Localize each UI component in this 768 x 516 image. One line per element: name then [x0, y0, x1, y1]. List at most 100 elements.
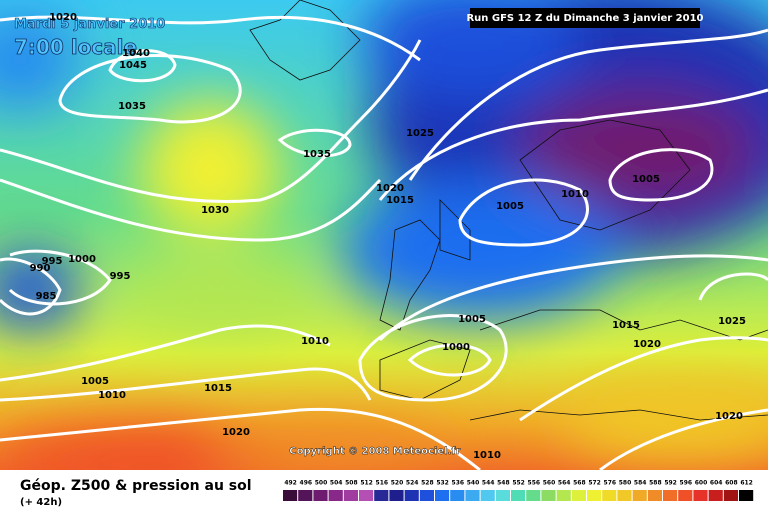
legend-swatch: [723, 490, 738, 501]
field: [0, 0, 768, 470]
legend-label: 504: [330, 480, 343, 487]
legend-label: 552: [512, 480, 525, 487]
isobar-label: 1020: [376, 183, 404, 194]
legend-swatch: [343, 490, 358, 501]
isobar-label: 1035: [303, 149, 331, 160]
legend-label: 576: [604, 480, 617, 487]
isobar-label: 1020: [49, 12, 77, 23]
legend-swatch: [419, 490, 434, 501]
legend-label: 516: [376, 480, 389, 487]
legend-label: 524: [406, 480, 419, 487]
legend-swatch: [511, 490, 526, 501]
legend-swatch: [602, 490, 617, 501]
isobar-labels: 1020104010451035103510251030102010151005…: [30, 12, 746, 461]
legend-swatch: [708, 490, 723, 501]
legend-label: 612: [740, 480, 753, 487]
legend-label: 512: [360, 480, 373, 487]
color-legend: 492 496 500 504 508 512 516 520 524 528 532 536 540 5…: [283, 480, 754, 501]
legend-label: 548: [497, 480, 510, 487]
legend-swatch: [587, 490, 602, 501]
legend-swatch: [663, 490, 678, 501]
legend-label: 492: [284, 480, 297, 487]
legend-swatch: [526, 490, 541, 501]
legend-swatch: [435, 490, 450, 501]
isobar-label: 985: [36, 291, 57, 302]
legend-swatch: [678, 490, 693, 501]
legend-swatch: [571, 490, 586, 501]
legend-label: 556: [528, 480, 541, 487]
forecast-date: Mardi 5 janvier 2010: [14, 17, 165, 32]
legend-label: 496: [300, 480, 313, 487]
run-info: Run GFS 12 Z du Dimanche 3 janvier 2010: [466, 13, 703, 24]
legend-label: 608: [725, 480, 738, 487]
legend-label: 528: [421, 480, 434, 487]
legend-label: 592: [664, 480, 677, 487]
legend-label: 572: [588, 480, 601, 487]
isobar-label: 995: [42, 256, 63, 267]
isobar-label: 1035: [118, 101, 146, 112]
isobar-label: 1010: [561, 189, 589, 200]
legend-swatch: [495, 490, 510, 501]
legend-swatch: [389, 490, 404, 501]
legend-label: 584: [634, 480, 647, 487]
legend-label: 520: [391, 480, 404, 487]
legend-label: 568: [573, 480, 586, 487]
isobar-label: 1005: [81, 376, 109, 387]
legend-label: 596: [680, 480, 693, 487]
legend-swatch: [556, 490, 571, 501]
isobar-label: 1005: [458, 314, 486, 325]
copyright: Copyright © 2008 Meteociel.fr: [289, 446, 460, 457]
isobar-label: 1030: [201, 205, 229, 216]
isobar-label: 1020: [715, 411, 743, 422]
legend-label: 532: [436, 480, 449, 487]
isobar-label: 1020: [222, 427, 250, 438]
run-box: [470, 8, 700, 28]
isobar-label: 1025: [406, 128, 434, 139]
legend-label: 588: [649, 480, 662, 487]
legend-label: 564: [558, 480, 571, 487]
isobar-label: 1005: [496, 201, 524, 212]
legend-swatch: [617, 490, 632, 501]
legend-swatch: [404, 490, 419, 501]
isobar-label: 1015: [204, 383, 232, 394]
isobar-label: 1020: [633, 339, 661, 350]
footer-lead: (+ 42h): [20, 497, 62, 508]
isobar-label: 1040: [122, 48, 150, 59]
isobar-label: 1000: [442, 342, 470, 353]
legend-swatch: [739, 490, 754, 501]
legend-swatch: [328, 490, 343, 501]
isobar-label: 1000: [68, 254, 96, 265]
legend-label: 540: [467, 480, 480, 487]
legend-swatch: [359, 490, 374, 501]
legend-swatch: [450, 490, 465, 501]
legend-swatch: [647, 490, 662, 501]
legend-swatch: [298, 490, 313, 501]
isobar-label: 1025: [718, 316, 746, 327]
legend-label: 508: [345, 480, 358, 487]
legend-label: 560: [543, 480, 556, 487]
isobar-label: 990: [30, 263, 51, 274]
legend-swatch: [541, 490, 556, 501]
legend-swatch: [480, 490, 495, 501]
footer-title: Géop. Z500 & pression au sol: [20, 478, 252, 494]
legend-swatch: [465, 490, 480, 501]
legend-label: 600: [695, 480, 708, 487]
isobar-label: 1010: [301, 336, 329, 347]
forecast-time: 7:00 locale: [14, 35, 137, 59]
isobar-label: 1015: [612, 320, 640, 331]
legend-label: 500: [315, 480, 328, 487]
isobar-label: 1010: [98, 390, 126, 401]
isobar-label: 1045: [119, 60, 147, 71]
isobar-label: 1015: [386, 195, 414, 206]
legend-label: 580: [619, 480, 632, 487]
legend-swatch: [283, 490, 298, 501]
legend-swatch: [632, 490, 647, 501]
legend-label: 544: [482, 480, 495, 487]
isobar-label: 1010: [473, 450, 501, 461]
legend-label: 604: [710, 480, 723, 487]
legend-swatch: [313, 490, 328, 501]
legend-swatch: [374, 490, 389, 501]
isobar-label: 1005: [632, 174, 660, 185]
legend-swatch: [693, 490, 708, 501]
